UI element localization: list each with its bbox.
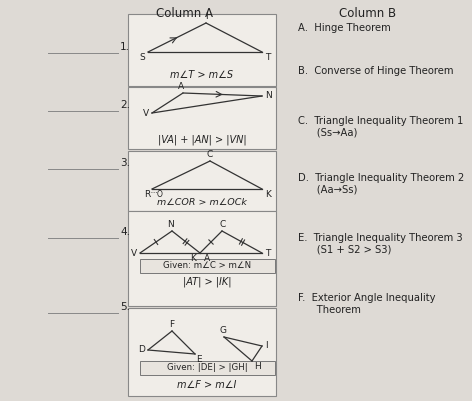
Text: I: I [265, 342, 268, 350]
Text: 2.: 2. [120, 100, 130, 110]
Bar [128, 308, 276, 396]
Text: I: I [205, 12, 207, 21]
Text: O: O [157, 190, 163, 199]
Bar [128, 211, 276, 306]
Text: V: V [131, 249, 137, 257]
Text: m∠T > m∠S: m∠T > m∠S [170, 70, 234, 80]
Text: T: T [265, 53, 270, 62]
Bar [140, 361, 275, 375]
Text: D.  Triangle Inequality Theorem 2
      (Aa→Ss): D. Triangle Inequality Theorem 2 (Aa→Ss) [298, 173, 464, 194]
Text: Column A: Column A [157, 7, 213, 20]
Text: N: N [265, 91, 272, 101]
Text: K: K [265, 190, 271, 199]
Text: A: A [204, 254, 210, 263]
Text: V: V [143, 109, 149, 117]
Text: |VA| + |AN| > |VN|: |VA| + |AN| > |VN| [158, 134, 246, 145]
Text: |AT| > |IK|: |AT| > |IK| [183, 277, 231, 287]
Text: 3.: 3. [120, 158, 130, 168]
Text: S: S [139, 53, 145, 62]
Text: G: G [219, 326, 227, 335]
Text: T: T [265, 249, 270, 257]
Text: R: R [144, 190, 150, 199]
Bar [128, 151, 276, 211]
Text: N: N [168, 220, 174, 229]
Text: F: F [169, 320, 175, 329]
Text: C.  Triangle Inequality Theorem 1
      (Ss→Aa): C. Triangle Inequality Theorem 1 (Ss→Aa) [298, 116, 464, 138]
Text: F.  Exterior Angle Inequality
      Theorem: F. Exterior Angle Inequality Theorem [298, 293, 436, 315]
Text: 4.: 4. [120, 227, 130, 237]
Text: C: C [220, 220, 226, 229]
Text: B.  Converse of Hinge Theorem: B. Converse of Hinge Theorem [298, 66, 454, 76]
Text: E: E [196, 355, 202, 364]
Text: Given: |DE| > |GH|: Given: |DE| > |GH| [167, 363, 247, 373]
Text: 1.: 1. [120, 42, 130, 52]
Text: K: K [190, 254, 196, 263]
Text: C: C [207, 150, 213, 159]
Text: A: A [178, 82, 184, 91]
Text: m∠COR > m∠OCk: m∠COR > m∠OCk [157, 198, 247, 207]
Bar [140, 259, 275, 273]
Text: Given: m∠C > m∠N: Given: m∠C > m∠N [163, 261, 251, 271]
Bar [128, 87, 276, 149]
Text: E.  Triangle Inequality Theorem 3
      (S1 + S2 > S3): E. Triangle Inequality Theorem 3 (S1 + S… [298, 233, 463, 255]
Text: H: H [254, 362, 261, 371]
Text: A.  Hinge Theorem: A. Hinge Theorem [298, 23, 391, 33]
Text: 5.: 5. [120, 302, 130, 312]
Text: Column B: Column B [339, 7, 396, 20]
Text: D: D [138, 346, 145, 354]
Bar [128, 14, 276, 86]
Text: m∠F > m∠I: m∠F > m∠I [177, 380, 236, 390]
